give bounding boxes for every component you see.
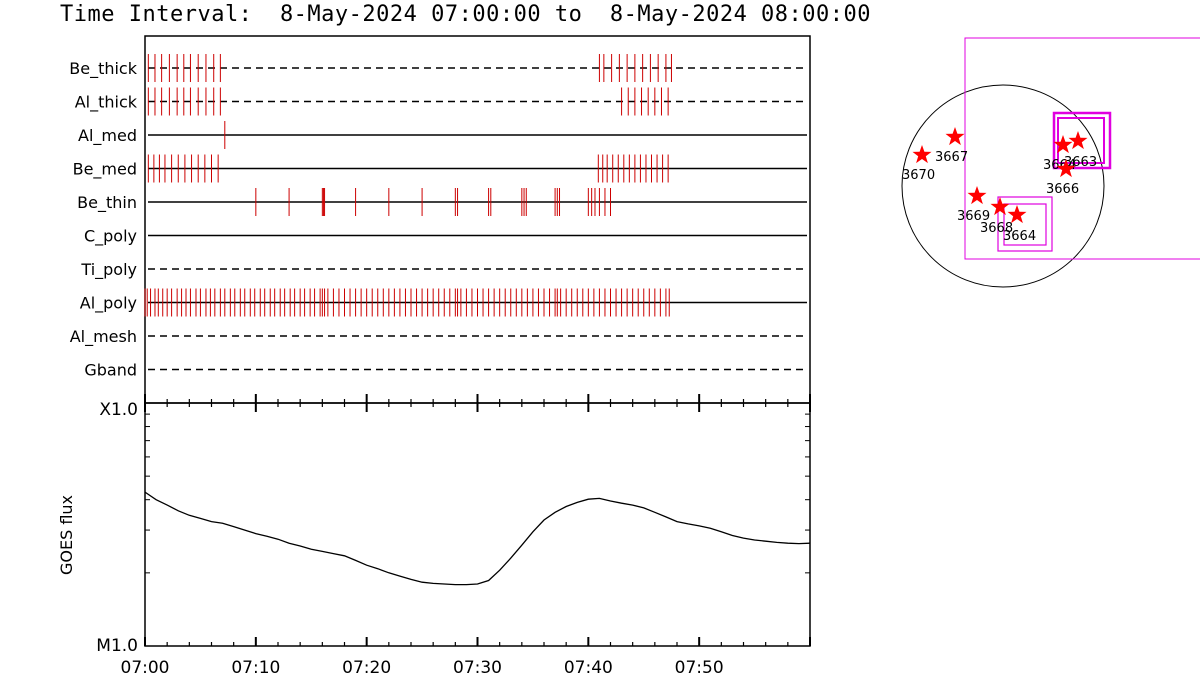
row-label-Be_thin: Be_thin (77, 193, 137, 213)
field-of-view-box-ne-inner (1057, 117, 1105, 164)
field-of-view-box-ne-outer (1052, 111, 1112, 170)
x-tick-label-0: 07:00 (121, 658, 170, 678)
active-region-star-3670 (912, 145, 932, 164)
active-region-label-3667: 3667 (935, 150, 968, 165)
goes-lightcurve-panel: X1.0 M1.0 GOES flux 07:00 07:10 07:20 07:30… (57, 394, 811, 678)
field-of-view-box-center-inner (1003, 203, 1047, 246)
row-label-Be_thick: Be_thick (69, 59, 137, 79)
row-label-Be_med: Be_med (73, 160, 137, 180)
x-tick-label-5: 07:50 (675, 658, 724, 678)
row-label-Gband: Gband (84, 361, 137, 380)
row-label-Al_thick: Al_thick (75, 93, 138, 113)
title-end: 8-May-2024 08:00:00 (609, 2, 872, 27)
x-tick-label-4: 07:40 (564, 658, 613, 678)
row-label-Al_med: Al_med (78, 126, 137, 146)
time-interval-title: Time Interval: 8-May-2024 07:00:00 to 8-… (60, 2, 871, 27)
row-label-Al_mesh: Al_mesh (70, 327, 137, 347)
active-region-label-3664: 3664 (1043, 158, 1076, 173)
event-timeline-panel: Be_thick Al_thick Al_med Be_med Be_thin C_pol… (69, 35, 811, 404)
active-region-star-3667 (945, 127, 965, 146)
y-tick-top: X1.0 (99, 400, 138, 420)
title-joiner: to (554, 2, 583, 27)
active-region-star-3666 (1056, 159, 1076, 178)
active-region-star-3664 (1053, 135, 1073, 154)
title-prefix: Time Interval: (60, 2, 253, 27)
active-region-star-3663 (1068, 131, 1088, 150)
x-tick-label-2: 07:20 (342, 658, 391, 678)
active-region-star-3664 (1007, 205, 1027, 224)
x-tick-label-3: 07:30 (453, 658, 502, 678)
x-tick-label-1: 07:10 (231, 658, 280, 678)
y-axis-label: GOES flux (57, 495, 76, 575)
goes-flux-line (144, 491, 811, 586)
timeline-frame (144, 35, 811, 404)
active-region-label-3668: 3668 (980, 221, 1013, 236)
solar-disk-outline (901, 84, 1105, 288)
active-region-star-3668 (990, 197, 1010, 216)
y-tick-bottom: M1.0 (96, 636, 138, 656)
active-region-star-3669 (967, 186, 987, 205)
lightcurve-frame (144, 402, 811, 647)
field-of-view-box-center-outer (997, 196, 1053, 252)
active-region-label-3664: 3664 (1003, 229, 1036, 244)
row-label-Al_poly: Al_poly (80, 294, 137, 314)
active-region-label-3670: 3670 (902, 168, 935, 183)
row-label-C_poly: C_poly (84, 227, 137, 247)
field-of-view-box-large (964, 37, 1200, 260)
active-region-label-3669: 3669 (957, 209, 990, 224)
title-start: 8-May-2024 07:00:00 (279, 2, 542, 27)
row-label-Ti_poly: Ti_poly (80, 260, 137, 280)
active-region-label-3666: 3666 (1046, 182, 1079, 197)
